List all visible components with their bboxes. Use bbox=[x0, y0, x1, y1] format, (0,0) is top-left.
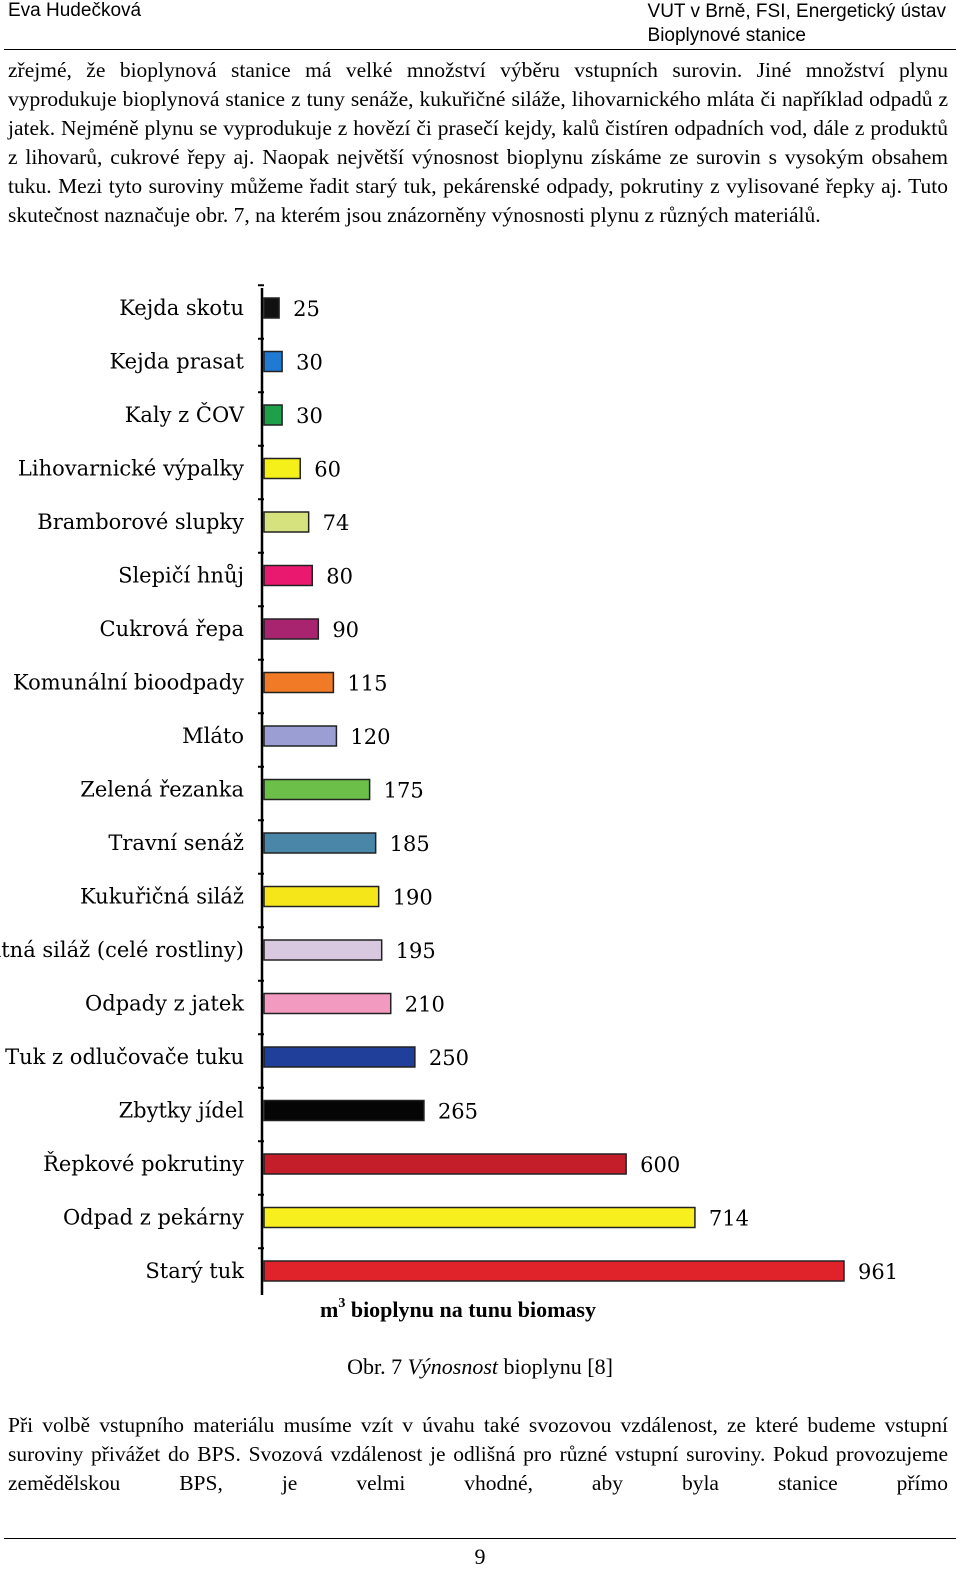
category-label: Řepkové pokrutiny bbox=[43, 1152, 244, 1176]
value-label: 250 bbox=[429, 1046, 469, 1070]
category-label: Kukuřičná siláž bbox=[80, 885, 244, 909]
value-label: 74 bbox=[323, 511, 350, 535]
category-label: Komunální bioodpady bbox=[13, 671, 244, 695]
bar bbox=[263, 725, 338, 747]
bar bbox=[263, 1046, 416, 1068]
category-label: Kejda prasat bbox=[110, 350, 245, 374]
value-label: 175 bbox=[384, 779, 424, 803]
value-label: 120 bbox=[350, 725, 390, 749]
category-label: Zbytky jídel bbox=[119, 1099, 245, 1123]
bar bbox=[263, 778, 371, 801]
bar bbox=[263, 297, 280, 319]
header-institution: VUT v Brně, FSI, Energetický ústav bbox=[647, 1, 946, 22]
bars-layer: Kejda skotu 25 Kejda prasat 30 Kaly z ČOV 30 L… bbox=[0, 296, 898, 1284]
value-label: 195 bbox=[396, 939, 436, 963]
category-label: Mláto bbox=[182, 724, 244, 748]
bar bbox=[263, 564, 314, 587]
value-label: 210 bbox=[405, 993, 445, 1017]
value-label: 30 bbox=[296, 404, 323, 428]
caption-italic: Výnosnost bbox=[407, 1354, 499, 1379]
category-label: Travní senáž bbox=[108, 831, 244, 855]
header-rule bbox=[4, 49, 956, 50]
bar bbox=[263, 992, 392, 1015]
bar bbox=[263, 1099, 425, 1122]
header-author: Eva Hudečková bbox=[8, 0, 142, 21]
figure-caption: Obr. 7 Výnosnost bioplynu [8] bbox=[0, 1353, 960, 1381]
x-axis-label: m3 bioplynu na tunu biomasy bbox=[320, 1296, 596, 1322]
category-label: Odpad z pekárny bbox=[63, 1206, 244, 1230]
bar bbox=[263, 939, 383, 961]
yield-bar-chart: Kejda skotu 25 Kejda prasat 30 Kaly z ČOV 30 L… bbox=[0, 284, 898, 1322]
footer-rule bbox=[4, 1538, 956, 1539]
bar bbox=[263, 404, 283, 426]
category-label: Bramborové slupky bbox=[37, 510, 244, 534]
bar bbox=[263, 511, 310, 533]
value-label: 80 bbox=[326, 565, 353, 589]
bar bbox=[263, 1153, 627, 1175]
category-label: Kaly z ČOV bbox=[125, 402, 245, 427]
value-label: 714 bbox=[709, 1207, 749, 1231]
category-label: Zelená řezanka bbox=[80, 778, 244, 802]
body-paragraph-1: zřejmé, že bioplynová stanice má velké m… bbox=[8, 58, 948, 227]
x-axis-label-rest: bioplynu na tunu biomasy bbox=[345, 1297, 596, 1322]
value-label: 25 bbox=[293, 297, 320, 321]
category-label: Odpady z jatek bbox=[85, 992, 244, 1016]
body-paragraph-2: Při volbě vstupního materiálu musíme vzí… bbox=[8, 1413, 948, 1495]
value-label: 30 bbox=[296, 351, 323, 375]
bar bbox=[263, 457, 301, 480]
value-label: 265 bbox=[438, 1100, 478, 1124]
value-label: 185 bbox=[390, 832, 430, 856]
value-label: 90 bbox=[332, 618, 359, 642]
ticks-layer bbox=[258, 284, 264, 1250]
bar bbox=[263, 832, 377, 854]
category-label: Slepičí hnůj bbox=[118, 564, 244, 588]
x-axis-label-main: m bbox=[320, 1297, 338, 1322]
category-label: Žitná siláž (celé rostliny) bbox=[0, 938, 244, 962]
bar bbox=[263, 1260, 845, 1282]
category-label: Starý tuk bbox=[145, 1259, 244, 1283]
header-institution-block: VUT v Brně, FSI, Energetický ústav Biopl… bbox=[648, 0, 946, 48]
category-label: Kejda skotu bbox=[119, 296, 244, 320]
bar bbox=[263, 885, 380, 908]
page-number: 9 bbox=[474, 1544, 486, 1569]
category-label: Lihovarnické výpalky bbox=[18, 457, 244, 481]
bar bbox=[263, 618, 320, 640]
value-label: 600 bbox=[640, 1153, 680, 1177]
value-label: 115 bbox=[347, 672, 387, 696]
value-label: 961 bbox=[858, 1260, 898, 1284]
value-label: 190 bbox=[393, 886, 433, 910]
category-label: Tuk z odlučovače tuku bbox=[5, 1045, 244, 1069]
value-label: 60 bbox=[314, 458, 341, 482]
caption-prefix: Obr. 7 bbox=[347, 1354, 408, 1379]
bar bbox=[263, 671, 335, 694]
caption-suffix: bioplynu [8] bbox=[498, 1354, 613, 1379]
x-axis-label-sup: 3 bbox=[338, 1296, 345, 1311]
header-topic: Bioplynové stanice bbox=[647, 25, 806, 46]
category-label: Cukrová řepa bbox=[100, 617, 245, 641]
bar bbox=[263, 1206, 696, 1229]
bar bbox=[263, 350, 283, 373]
